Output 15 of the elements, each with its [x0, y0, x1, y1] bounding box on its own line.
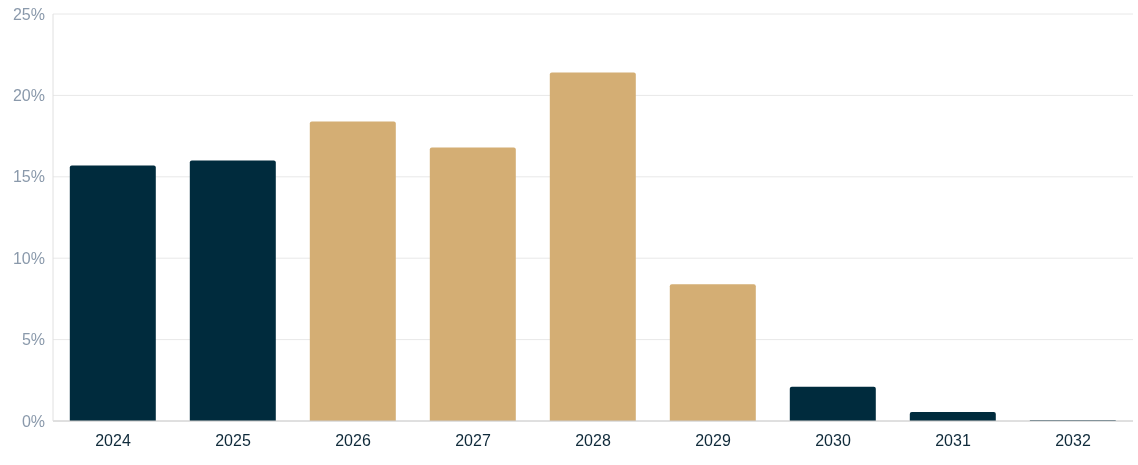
- x-tick-label: 2026: [335, 432, 371, 450]
- x-tick-label: 2030: [815, 432, 851, 450]
- y-tick-label: 0%: [21, 412, 45, 430]
- x-tick-label: 2032: [1055, 432, 1091, 450]
- x-tick-label: 2028: [575, 432, 611, 450]
- y-tick-label: 15%: [12, 168, 45, 186]
- x-tick-label: 2027: [455, 432, 491, 450]
- y-tick-label: 5%: [21, 331, 45, 349]
- y-tick-label: 25%: [12, 5, 45, 23]
- x-tick-label: 2029: [695, 432, 731, 450]
- x-tick-label: 2025: [215, 432, 251, 450]
- y-tick-label: 20%: [12, 87, 45, 105]
- x-tick-label: 2031: [935, 432, 971, 450]
- y-tick-label: 10%: [12, 249, 45, 267]
- x-tick-label: 2024: [95, 432, 131, 450]
